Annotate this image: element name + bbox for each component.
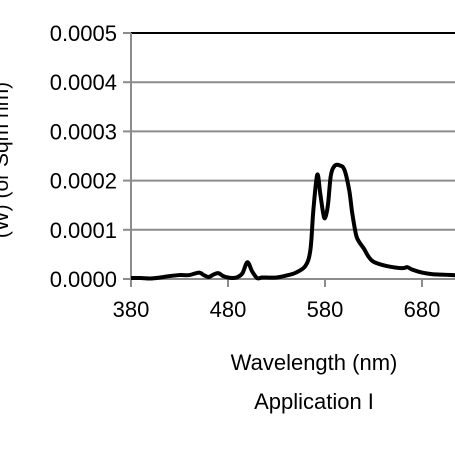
x-tick-label: 380 bbox=[113, 297, 150, 322]
y-tick-label: 0.0001 bbox=[50, 218, 117, 243]
y-axis-label: (W) (or Sqm nm) bbox=[0, 82, 13, 238]
y-tick-label: 0.0002 bbox=[50, 169, 117, 194]
x-tick-label: 580 bbox=[307, 297, 344, 322]
y-tick-label: 0.0003 bbox=[50, 119, 117, 144]
grid-layer bbox=[131, 32, 455, 231]
spectrum-series-line bbox=[131, 162, 455, 281]
chart-subtitle: Application I bbox=[254, 389, 374, 414]
x-axis-label: Wavelength (nm) bbox=[231, 350, 398, 375]
y-tick-label: 0.0005 bbox=[50, 21, 117, 46]
y-tick-label: 0.0004 bbox=[50, 70, 117, 95]
series-layer bbox=[131, 162, 455, 281]
y-tick-label: 0.0000 bbox=[50, 267, 117, 292]
axis-layer: 0.0000 0.0001 0.0002 0.0003 0.0004 0.0005 380 4… bbox=[50, 21, 455, 322]
label-layer: (W) (or Sqm nm) Wavelength (nm) Applicat… bbox=[0, 82, 397, 414]
x-tick-label: 480 bbox=[210, 297, 247, 322]
x-tick-label: 680 bbox=[404, 297, 441, 322]
